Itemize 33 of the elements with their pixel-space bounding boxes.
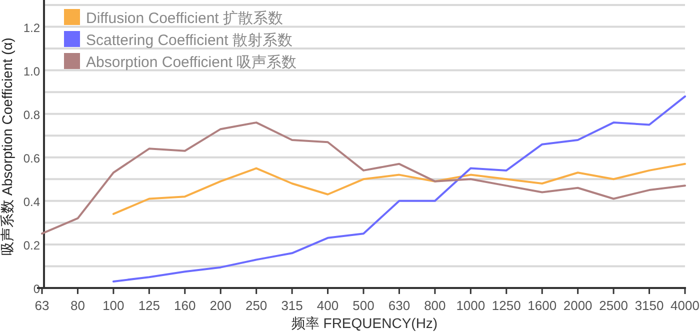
x-tick-label: 2500 bbox=[599, 298, 628, 313]
x-axis-title: 频率 FREQUENCY(Hz) bbox=[291, 315, 438, 331]
x-tick-label: 1600 bbox=[528, 298, 557, 313]
x-tick-label: 3150 bbox=[634, 298, 664, 313]
x-tick-label: 63 bbox=[34, 298, 50, 313]
line-series bbox=[41, 122, 686, 235]
y-tick-label: 0.2 bbox=[23, 238, 40, 252]
x-tick-label: 400 bbox=[316, 298, 339, 313]
x-tick-label: 80 bbox=[70, 298, 85, 313]
x-tick-label: 1000 bbox=[456, 298, 486, 313]
y-tick-label: 0.6 bbox=[23, 151, 40, 166]
x-tick-label: 250 bbox=[245, 298, 268, 313]
y-tick-label: 1.2 bbox=[23, 20, 40, 35]
x-tick-label: 800 bbox=[424, 298, 446, 313]
legend-label: Scattering Coefficient 散射系数 bbox=[86, 32, 292, 49]
legend-label: Absorption Coefficient 吸声系数 bbox=[86, 54, 297, 71]
x-tick-label: 315 bbox=[281, 298, 303, 313]
y-axis-title: 吸声系数 Absorption Coefficient (α) bbox=[0, 38, 15, 256]
x-tick-label: 160 bbox=[174, 298, 196, 313]
y-tick-label: 1.0 bbox=[23, 64, 40, 78]
x-tick-label: 200 bbox=[210, 298, 232, 313]
legend-label: Diffusion Coefficient 扩散系数 bbox=[86, 10, 284, 27]
y-tick-label: 0.8 bbox=[23, 108, 40, 122]
y-tick-label: 0.4 bbox=[23, 194, 40, 209]
x-tick-label: 125 bbox=[138, 298, 160, 313]
x-tick-label: 4000 bbox=[670, 298, 700, 313]
x-tick-label: 630 bbox=[388, 298, 410, 313]
x-tick-label: 1250 bbox=[492, 298, 521, 313]
x-tick-label: 2000 bbox=[563, 298, 592, 313]
x-tick-label: 500 bbox=[352, 298, 374, 313]
line-series bbox=[112, 95, 686, 282]
x-tick-label: 100 bbox=[102, 298, 124, 313]
line-series bbox=[112, 162, 686, 215]
